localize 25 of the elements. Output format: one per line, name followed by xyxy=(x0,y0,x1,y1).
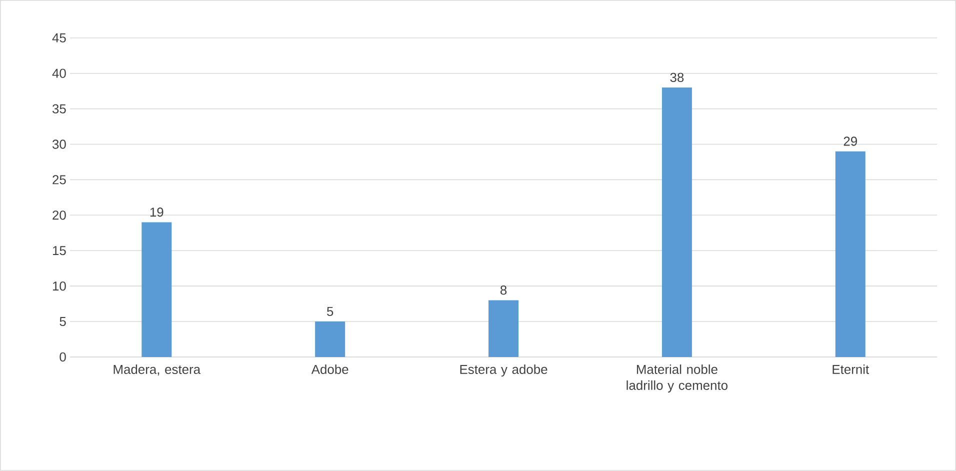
x-tick-label: Material noble ladrillo y cemento xyxy=(626,364,728,393)
y-tick-label: 25 xyxy=(52,175,66,184)
bar xyxy=(662,88,692,358)
data-label: 29 xyxy=(844,136,857,146)
bar xyxy=(835,151,866,358)
data-label: 19 xyxy=(150,208,164,217)
x-tick-label: Eternit xyxy=(832,364,870,374)
y-tick-label: 20 xyxy=(52,210,66,220)
bar xyxy=(142,222,172,358)
x-tick-label: Adobe xyxy=(311,364,348,374)
y-tick-label: 15 xyxy=(52,246,66,256)
y-tick-label: 0 xyxy=(60,352,66,362)
y-tick-label: 45 xyxy=(52,33,66,42)
data-label: 5 xyxy=(326,307,334,316)
x-tick-label: Madera, estera xyxy=(114,364,201,376)
bar xyxy=(315,322,346,358)
y-tick-label: 35 xyxy=(52,104,66,114)
data-label: 38 xyxy=(670,72,684,82)
y-tick-label: 5 xyxy=(60,317,66,326)
y-tick-label: 30 xyxy=(52,140,66,149)
x-tick-label: Estera y adobe xyxy=(460,364,548,377)
y-tick-label: 10 xyxy=(52,282,66,291)
bar xyxy=(488,300,519,358)
y-tick-label: 40 xyxy=(52,68,66,78)
data-label: 8 xyxy=(500,286,507,295)
